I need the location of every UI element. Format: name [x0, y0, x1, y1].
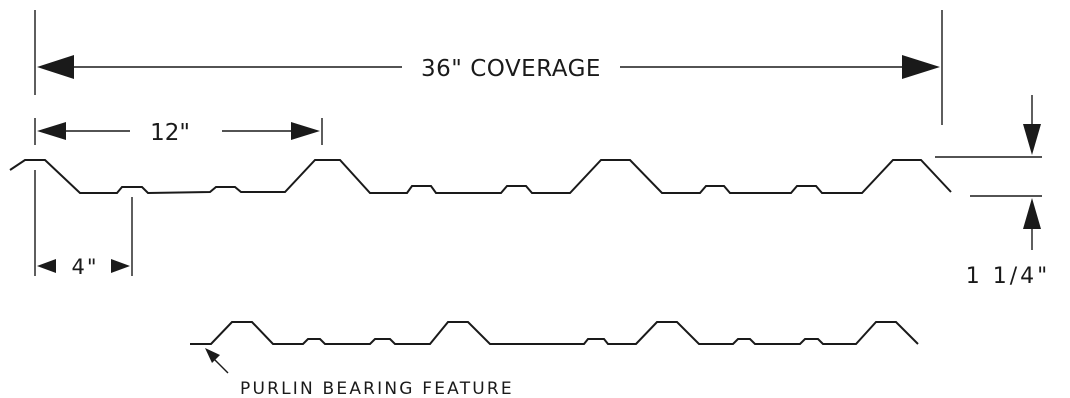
- coverage-label: 36" COVERAGE: [421, 56, 601, 82]
- minor-spacing-arrow-right-icon: [111, 259, 130, 273]
- main-panel-profile: [9, 159, 952, 195]
- rib-height-label: 1 1/4": [966, 264, 1051, 289]
- coverage-arrow-left-icon: [37, 55, 74, 79]
- purlin-leader-arrow-icon: [205, 348, 220, 363]
- minor-spacing-label: 4": [71, 255, 98, 279]
- minor-spacing-arrow-left-icon: [37, 259, 56, 273]
- purlin-feature-label: PURLIN BEARING FEATURE: [240, 379, 514, 398]
- rib-height-arrow-down-icon: [1023, 124, 1041, 155]
- rib-spacing-label: 12": [150, 120, 190, 146]
- rib-height-arrow-up-icon: [1023, 198, 1041, 229]
- coverage-arrow-right-icon: [902, 55, 940, 79]
- rib-spacing-arrow-right-icon: [291, 122, 320, 140]
- rib-spacing-arrow-left-icon: [37, 122, 66, 140]
- lower-panel-profile: [190, 321, 919, 345]
